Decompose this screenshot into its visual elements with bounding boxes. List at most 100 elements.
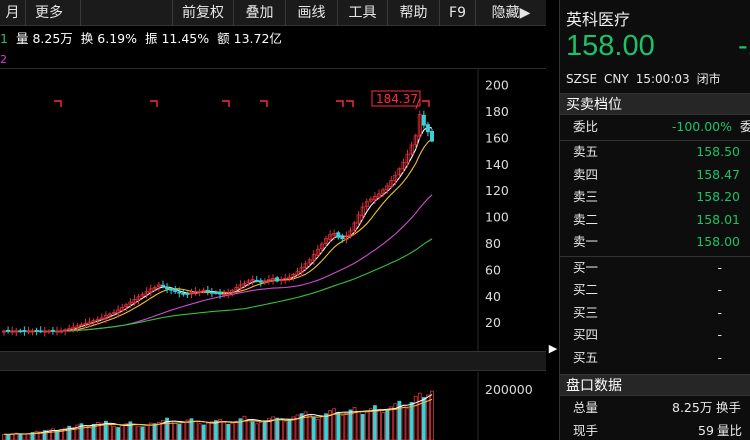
signal-marker-icon: [150, 100, 158, 107]
volume-bar: [185, 419, 190, 440]
y-tick-label: 40: [485, 289, 501, 304]
candle-body: [368, 198, 373, 202]
candle-body: [336, 232, 341, 238]
candle-body: [356, 214, 361, 224]
candle-body: [185, 293, 190, 295]
f9-button[interactable]: F9: [440, 0, 476, 26]
candle-body: [307, 259, 312, 264]
candle-body: [189, 292, 194, 295]
signal-marker-icon: [336, 100, 344, 107]
candle-body: [67, 328, 72, 330]
volume-bar: [262, 420, 267, 440]
volume-bar: [2, 433, 6, 440]
candle-body: [417, 114, 422, 137]
draw-line-button[interactable]: 画线: [286, 0, 338, 26]
ask-level-row[interactable]: 卖五 158.50: [560, 141, 750, 163]
ratio-tail: 委: [740, 116, 750, 138]
candle-body: [91, 320, 96, 323]
period-month-button[interactable]: 月: [0, 0, 26, 26]
volume-bar: [401, 404, 406, 440]
volume-bar: [279, 419, 284, 440]
ask-level-row[interactable]: 卖四 158.47: [560, 164, 750, 186]
current-hand-row: 现手 59 量比: [560, 420, 750, 440]
candle-body: [87, 321, 92, 325]
volume-bar: [393, 403, 398, 440]
volume-bar: [275, 417, 280, 440]
candle-body: [173, 289, 178, 292]
candle-body: [152, 287, 157, 290]
volume-bar: [148, 422, 153, 440]
candle-body: [209, 291, 214, 294]
volume-bar: [311, 417, 316, 440]
volume-bar: [258, 422, 263, 440]
total-volume-label: 总量: [573, 400, 599, 415]
volume-bar: [116, 427, 121, 440]
adjust-forward-button[interactable]: 前复权: [172, 0, 234, 26]
ask-level-price: 158.00: [696, 234, 740, 250]
volume-bar: [291, 416, 296, 440]
ask-level-price: 158.47: [696, 166, 740, 182]
volume-label: 量: [15, 31, 29, 46]
orderbook-divider: [560, 140, 750, 141]
candle-body: [299, 267, 304, 273]
volume-tick-label: 200000: [485, 382, 533, 397]
volume-bar: [377, 408, 381, 440]
volume-bar: [336, 412, 341, 440]
candle-body: [177, 291, 182, 294]
volume-chart[interactable]: 200000: [0, 372, 546, 440]
ask-level-row[interactable]: 卖二 158.01: [560, 209, 750, 231]
bid-level-row[interactable]: 买二 -: [560, 279, 750, 301]
bid-level-row[interactable]: 买一 -: [560, 257, 750, 279]
candle-body: [222, 293, 227, 296]
ask-level-row[interactable]: 卖三 158.20: [560, 186, 750, 208]
tools-button[interactable]: 工具: [338, 0, 388, 26]
candle-body: [140, 293, 145, 297]
orderbook-header[interactable]: 买卖档位: [560, 93, 750, 115]
volume-bar: [95, 422, 100, 440]
ask-level-row[interactable]: 卖一 158.00: [560, 231, 750, 253]
expand-arrow-icon[interactable]: ▶: [548, 342, 558, 355]
candle-body: [242, 283, 247, 286]
candle-body: [95, 318, 100, 321]
volume-bar: [421, 397, 426, 440]
volume-panel-header: [0, 351, 546, 371]
ma-line-ma10: [4, 138, 433, 332]
volume-bar: [14, 432, 19, 440]
candle-body: [75, 325, 80, 329]
candle-body: [238, 284, 243, 289]
overlay-button[interactable]: 叠加: [234, 0, 286, 26]
amplitude-value: 11.45%: [161, 31, 210, 46]
more-button[interactable]: 更多: [26, 0, 81, 26]
volume-bar: [254, 423, 259, 440]
candlestick-chart[interactable]: 20 40 60 80 100 120 140 160 180 200 184.37: [0, 69, 546, 351]
volume-bar: [205, 422, 210, 440]
help-button[interactable]: 帮助: [388, 0, 440, 26]
bid-level-row[interactable]: 买五 -: [560, 347, 750, 369]
bid-level-label: 买五: [573, 349, 599, 365]
candle-body: [291, 273, 296, 277]
volume-bar: [177, 423, 182, 440]
volume-bar: [108, 424, 112, 440]
y-tick-label: 200: [485, 78, 509, 93]
candle-body: [409, 144, 414, 155]
volume-bar: [55, 430, 59, 440]
volume-bar: [156, 422, 161, 440]
quote-data-header[interactable]: 盘口数据: [560, 374, 750, 396]
candle-body: [22, 330, 27, 332]
bid-level-row[interactable]: 买四 -: [560, 324, 750, 346]
candle-body: [234, 287, 239, 291]
volume-bar: [295, 414, 300, 440]
volume-bar: [6, 433, 10, 440]
chart-pane[interactable]: 月 更多 前复权 叠加 画线 工具 帮助 F9 隐藏▶ 1 量 8.25万 换 …: [0, 0, 546, 440]
volume-bar: [209, 421, 214, 440]
candle-body: [230, 289, 235, 293]
candle-body: [148, 288, 153, 293]
bid-level-row[interactable]: 买三 -: [560, 302, 750, 324]
volume-bar: [356, 410, 361, 440]
volume-bar: [161, 420, 165, 440]
candle-body: [425, 124, 430, 133]
hide-button[interactable]: 隐藏▶: [491, 5, 531, 21]
ask-level-price: 158.20: [696, 189, 740, 205]
volume-bar: [246, 418, 251, 440]
ask-level-label: 卖三: [573, 189, 599, 205]
